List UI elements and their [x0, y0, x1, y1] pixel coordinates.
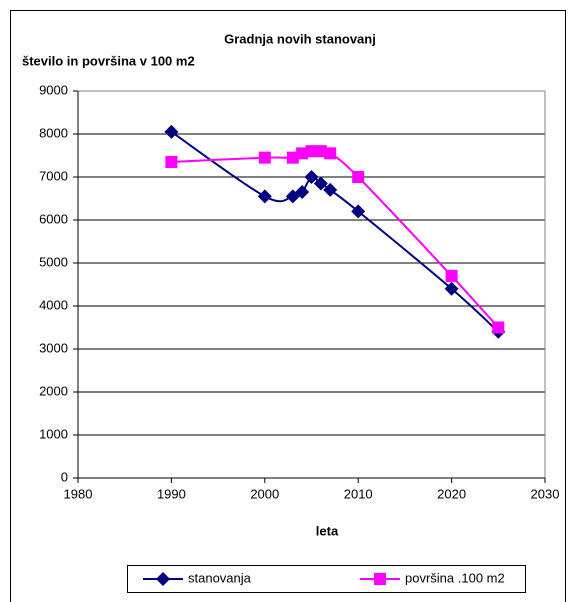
x-tick-label: 2030	[531, 486, 560, 501]
point-marker	[324, 147, 337, 160]
legend-label: površina .100 m2	[405, 570, 505, 585]
y-tick-label: 9000	[39, 82, 68, 97]
y-tick-label: 3000	[39, 340, 68, 355]
point-marker	[313, 176, 328, 191]
x-tick-label: 1980	[64, 486, 93, 501]
point-marker	[286, 151, 299, 164]
point-marker	[165, 155, 178, 168]
point-marker	[314, 145, 327, 158]
y-tick-label: 5000	[39, 254, 68, 269]
point-marker	[444, 281, 459, 296]
point-marker	[295, 185, 310, 200]
legend-marker	[156, 572, 170, 586]
point-marker	[296, 147, 309, 160]
point-marker	[304, 170, 319, 184]
point-marker	[352, 171, 365, 183]
y-tick-label: 7000	[39, 168, 68, 183]
y-tick-label: 8000	[39, 125, 68, 140]
chart-title: Gradnja novih stanovanj	[224, 31, 376, 46]
legend-marker	[374, 573, 386, 585]
x-axis-label: leta	[316, 523, 339, 538]
y-tick-label: 0	[61, 469, 68, 484]
y-axis-label: število in površina v 100 m2	[22, 53, 195, 68]
y-tick-label: 1000	[39, 426, 68, 441]
point-marker	[257, 189, 272, 204]
point-marker	[258, 151, 271, 164]
y-tick-label: 2000	[39, 383, 68, 398]
point-marker	[492, 321, 505, 334]
point-marker	[305, 145, 318, 158]
x-tick-label: 2020	[437, 486, 466, 501]
point-marker	[164, 124, 179, 139]
legend-box	[127, 565, 526, 593]
y-tick-label: 4000	[39, 297, 68, 312]
x-tick-label: 1990	[157, 486, 186, 501]
x-tick-label: 2010	[344, 486, 373, 501]
series-line	[170, 131, 499, 333]
y-tick-label: 6000	[39, 211, 68, 226]
legend-label: stanovanja	[188, 570, 252, 585]
point-marker	[351, 204, 366, 219]
x-tick-label: 2000	[250, 486, 279, 501]
point-marker	[445, 269, 458, 282]
point-marker	[323, 182, 338, 197]
